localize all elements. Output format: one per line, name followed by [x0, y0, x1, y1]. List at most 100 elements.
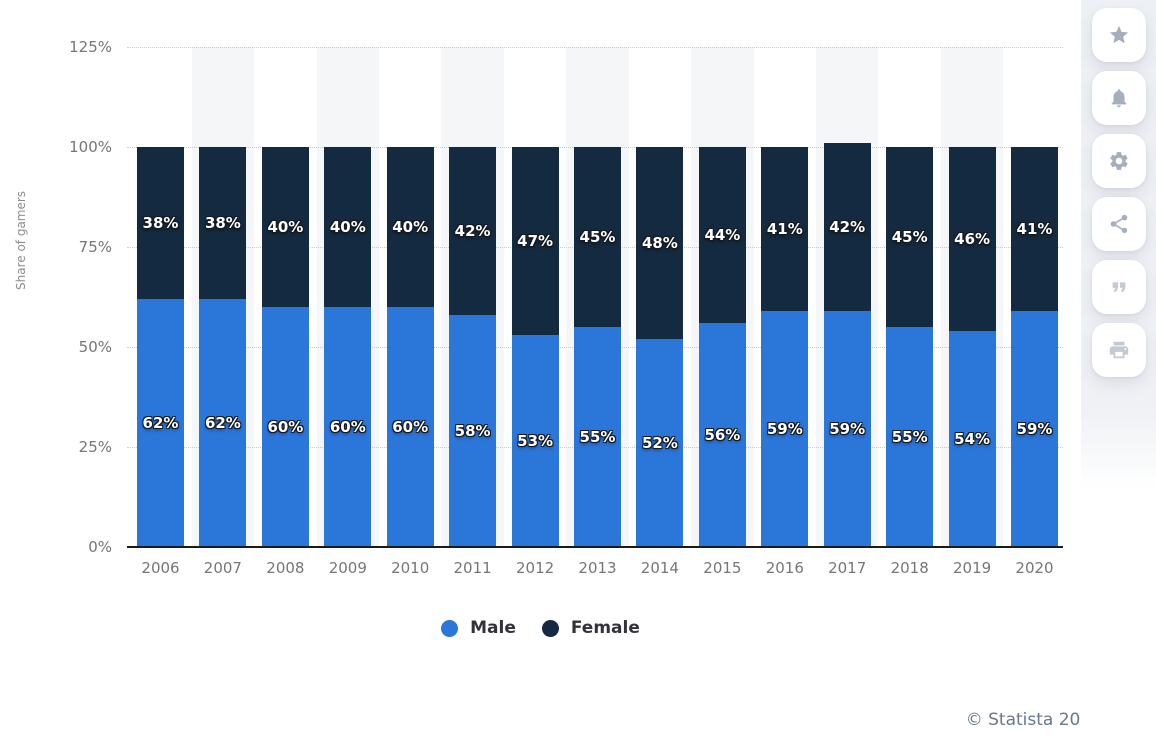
bar-value-label: 54%: [954, 430, 991, 448]
x-tick-label: 2006: [141, 559, 180, 577]
bar-segment-male-2007[interactable]: 62%: [199, 299, 247, 547]
alerts-button[interactable]: [1091, 71, 1146, 125]
share-icon: [1110, 214, 1127, 234]
bar-column-2010: 40% 60%: [386, 147, 434, 547]
bar-value-label: 56%: [704, 426, 741, 444]
bar-column-2017: 42% 59%: [823, 143, 871, 547]
bar-value-label: 41%: [1016, 220, 1053, 238]
bar-column-2006: 38% 62%: [137, 147, 184, 547]
bar-segment-female-2018[interactable]: 45%: [886, 147, 934, 327]
x-tick-label: 2010: [391, 559, 430, 577]
stacked-bar-chart: Share of gamers 0% 25% 50% 75% 100% 125% 38% 62…: [14, 38, 1063, 577]
bar-value-label: 62%: [142, 414, 179, 432]
legend-label: Male: [470, 618, 516, 638]
bar-value-label: 42%: [829, 218, 866, 236]
bar-value-label: 45%: [891, 228, 928, 246]
x-tick-label: 2012: [516, 559, 555, 577]
gear-icon: [1109, 152, 1128, 170]
bar-segment-male-2016[interactable]: 59%: [761, 311, 809, 547]
bar-segment-female-2015[interactable]: 44%: [698, 147, 746, 323]
x-tick-label: 2013: [578, 559, 617, 577]
bar-segment-male-2012[interactable]: 53%: [511, 335, 559, 547]
bar-column-2012: 47% 53%: [511, 147, 559, 547]
bar-value-label: 59%: [829, 420, 866, 438]
bar-segment-male-2018[interactable]: 55%: [886, 327, 934, 547]
y-tick-label: 75%: [78, 238, 112, 256]
bar-value-label: 53%: [517, 432, 554, 450]
bar-value-label: 60%: [392, 418, 429, 436]
bar-value-label: 38%: [142, 214, 179, 232]
bar-segment-male-2019[interactable]: 54%: [948, 331, 996, 547]
legend-swatch: [441, 619, 459, 637]
y-tick-label: 0%: [88, 538, 112, 556]
bar-segment-female-2014[interactable]: 48%: [636, 147, 684, 339]
bar-segment-male-2010[interactable]: 60%: [386, 307, 434, 547]
settings-button[interactable]: [1091, 134, 1146, 188]
bar-column-2007: 38% 62%: [199, 147, 247, 547]
bar-segment-female-2020[interactable]: 41%: [1011, 147, 1058, 311]
bar-value-label: 42%: [454, 222, 491, 240]
x-tick-label: 2018: [890, 559, 929, 577]
x-tick-label: 2016: [765, 559, 804, 577]
bar-segment-male-2011[interactable]: 58%: [449, 315, 497, 547]
bar-column-2016: 41% 59%: [761, 147, 809, 547]
print-button[interactable]: [1091, 323, 1146, 377]
bar-value-label: 52%: [641, 434, 678, 452]
bar-segment-male-2017[interactable]: 59%: [823, 311, 871, 547]
x-tick-label: 2008: [266, 559, 305, 577]
bar-value-label: 59%: [1016, 420, 1053, 438]
bar-segment-female-2007[interactable]: 38%: [199, 147, 247, 299]
bar-column-2015: 44% 56%: [698, 147, 746, 547]
legend-item-male[interactable]: Male: [441, 618, 516, 638]
bar-segment-female-2009[interactable]: 40%: [324, 147, 372, 307]
bar-value-label: 38%: [204, 214, 241, 232]
y-tick-label: 125%: [69, 38, 112, 56]
copyright-text: © Statista 2021: [965, 710, 1102, 730]
bar-column-2011: 42% 58%: [449, 147, 497, 547]
bar-value-label: 60%: [267, 418, 304, 436]
bar-segment-female-2008[interactable]: 40%: [261, 147, 309, 307]
bar-segment-male-2013[interactable]: 55%: [574, 327, 621, 547]
bar-segment-male-2015[interactable]: 56%: [698, 323, 746, 547]
bar-segment-female-2012[interactable]: 47%: [511, 147, 559, 335]
bar-value-label: 55%: [891, 428, 928, 446]
bar-segment-male-2008[interactable]: 60%: [261, 307, 309, 547]
bar-segment-female-2019[interactable]: 46%: [948, 147, 996, 331]
bar-value-label: 59%: [766, 420, 803, 438]
bar-segment-female-2010[interactable]: 40%: [386, 147, 434, 307]
y-tick-label: 25%: [78, 438, 112, 456]
share-button[interactable]: [1091, 197, 1146, 251]
bar-column-2018: 45% 55%: [886, 147, 934, 547]
bar-segment-female-2016[interactable]: 41%: [761, 147, 809, 311]
gridline: [127, 47, 1063, 48]
x-tick-label: 2020: [1015, 559, 1054, 577]
bar-value-label: 47%: [517, 232, 554, 250]
bar-segment-male-2014[interactable]: 52%: [636, 339, 684, 547]
cite-button[interactable]: [1091, 260, 1146, 314]
x-axis-line: [127, 546, 1063, 548]
bar-segment-male-2009[interactable]: 60%: [324, 307, 372, 547]
bar-segment-male-2006[interactable]: 62%: [137, 299, 184, 547]
bar-column-2008: 40% 60%: [261, 147, 309, 547]
bar-value-label: 40%: [392, 218, 429, 236]
bar-value-label: 60%: [329, 418, 366, 436]
legend-item-female[interactable]: Female: [541, 618, 640, 638]
y-tick-label: 50%: [78, 338, 112, 356]
bar-segment-male-2020[interactable]: 59%: [1011, 311, 1058, 547]
quote-icon: [1112, 282, 1125, 292]
bar-column-2020: 41% 59%: [1011, 147, 1058, 547]
x-tick-label: 2009: [328, 559, 367, 577]
favorite-button[interactable]: [1091, 8, 1146, 62]
print-icon: [1109, 341, 1128, 359]
bar-segment-female-2006[interactable]: 38%: [137, 147, 184, 299]
bar-value-label: 58%: [454, 422, 491, 440]
bar-value-label: 62%: [204, 414, 241, 432]
action-sidebar: [1081, 0, 1156, 742]
bar-segment-female-2013[interactable]: 45%: [574, 147, 621, 327]
x-tick-label: 2019: [953, 559, 992, 577]
bar-segment-female-2011[interactable]: 42%: [449, 147, 497, 315]
bar-column-2013: 45% 55%: [574, 147, 621, 547]
bar-segment-female-2017[interactable]: 42%: [823, 143, 871, 311]
bar-value-label: 40%: [329, 218, 366, 236]
